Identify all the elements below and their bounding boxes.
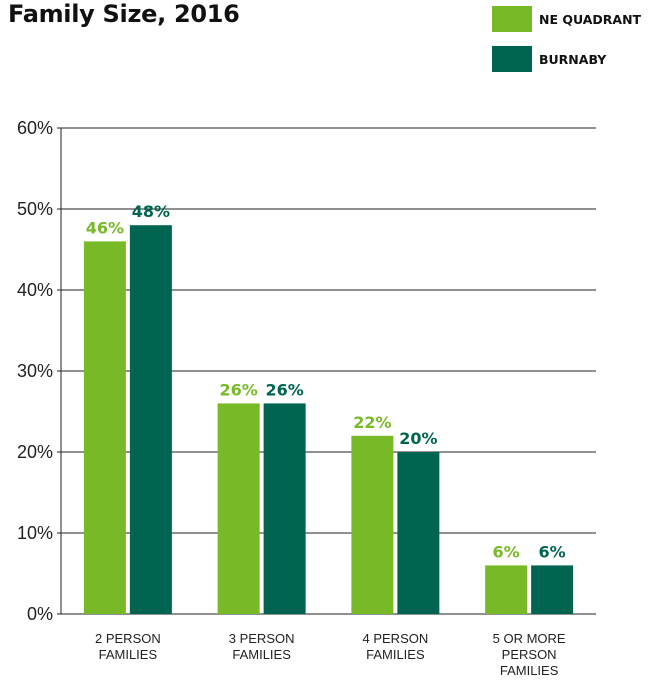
legend-label-burnaby: BURNABY	[539, 52, 607, 67]
y-tick-label-40: 40%	[17, 280, 53, 300]
x-tick-label-2-line-2: FAMILIES	[232, 647, 291, 662]
value-label-ne-quadrant-2: 26%	[219, 380, 257, 399]
x-tick-label-1-line-2: FAMILIES	[99, 647, 158, 662]
chart-title: Family Size, 2016	[8, 0, 240, 28]
bar-burnaby-3	[397, 452, 440, 614]
x-tick-label-4-line-3: FAMILIES	[500, 663, 559, 678]
legend-item-ne-quadrant: NE QUADRANT	[492, 6, 655, 32]
legend-swatch-ne-quadrant	[492, 6, 532, 32]
bar-burnaby-1	[129, 225, 172, 614]
bar-ne-quadrant-4	[485, 565, 528, 614]
bar-ne-quadrant-2	[217, 403, 260, 614]
x-tick-label-1-line-1: 2 PERSON	[95, 631, 161, 646]
bar-ne-quadrant-3	[351, 435, 394, 614]
bar-burnaby-2	[263, 403, 306, 614]
legend-label-ne-quadrant: NE QUADRANT	[539, 12, 642, 27]
y-tick-label-0: 0%	[27, 604, 53, 624]
bar-burnaby-4	[531, 565, 574, 614]
x-tick-label-2-line-1: 3 PERSON	[229, 631, 295, 646]
legend-swatch-burnaby	[492, 46, 532, 72]
value-label-burnaby-1: 48%	[132, 202, 170, 221]
y-tick-label-60: 60%	[17, 118, 53, 138]
x-tick-label-4-line-2: PERSON	[502, 647, 557, 662]
value-label-ne-quadrant-3: 22%	[353, 413, 391, 432]
y-tick-label-50: 50%	[17, 199, 53, 219]
value-label-burnaby-4: 6%	[539, 542, 566, 561]
value-label-burnaby-2: 26%	[265, 380, 303, 399]
x-tick-label-4-line-1: 5 OR MORE	[493, 631, 566, 646]
y-tick-label-20: 20%	[17, 442, 53, 462]
y-tick-label-10: 10%	[17, 523, 53, 543]
legend-item-burnaby: BURNABY	[492, 46, 655, 72]
y-tick-label-30: 30%	[17, 361, 53, 381]
value-label-ne-quadrant-4: 6%	[493, 542, 520, 561]
value-label-burnaby-3: 20%	[399, 429, 437, 448]
value-label-ne-quadrant-1: 46%	[86, 218, 124, 237]
x-tick-label-3-line-1: 4 PERSON	[363, 631, 429, 646]
bar-ne-quadrant-1	[83, 241, 126, 614]
x-tick-label-3-line-2: FAMILIES	[366, 647, 425, 662]
